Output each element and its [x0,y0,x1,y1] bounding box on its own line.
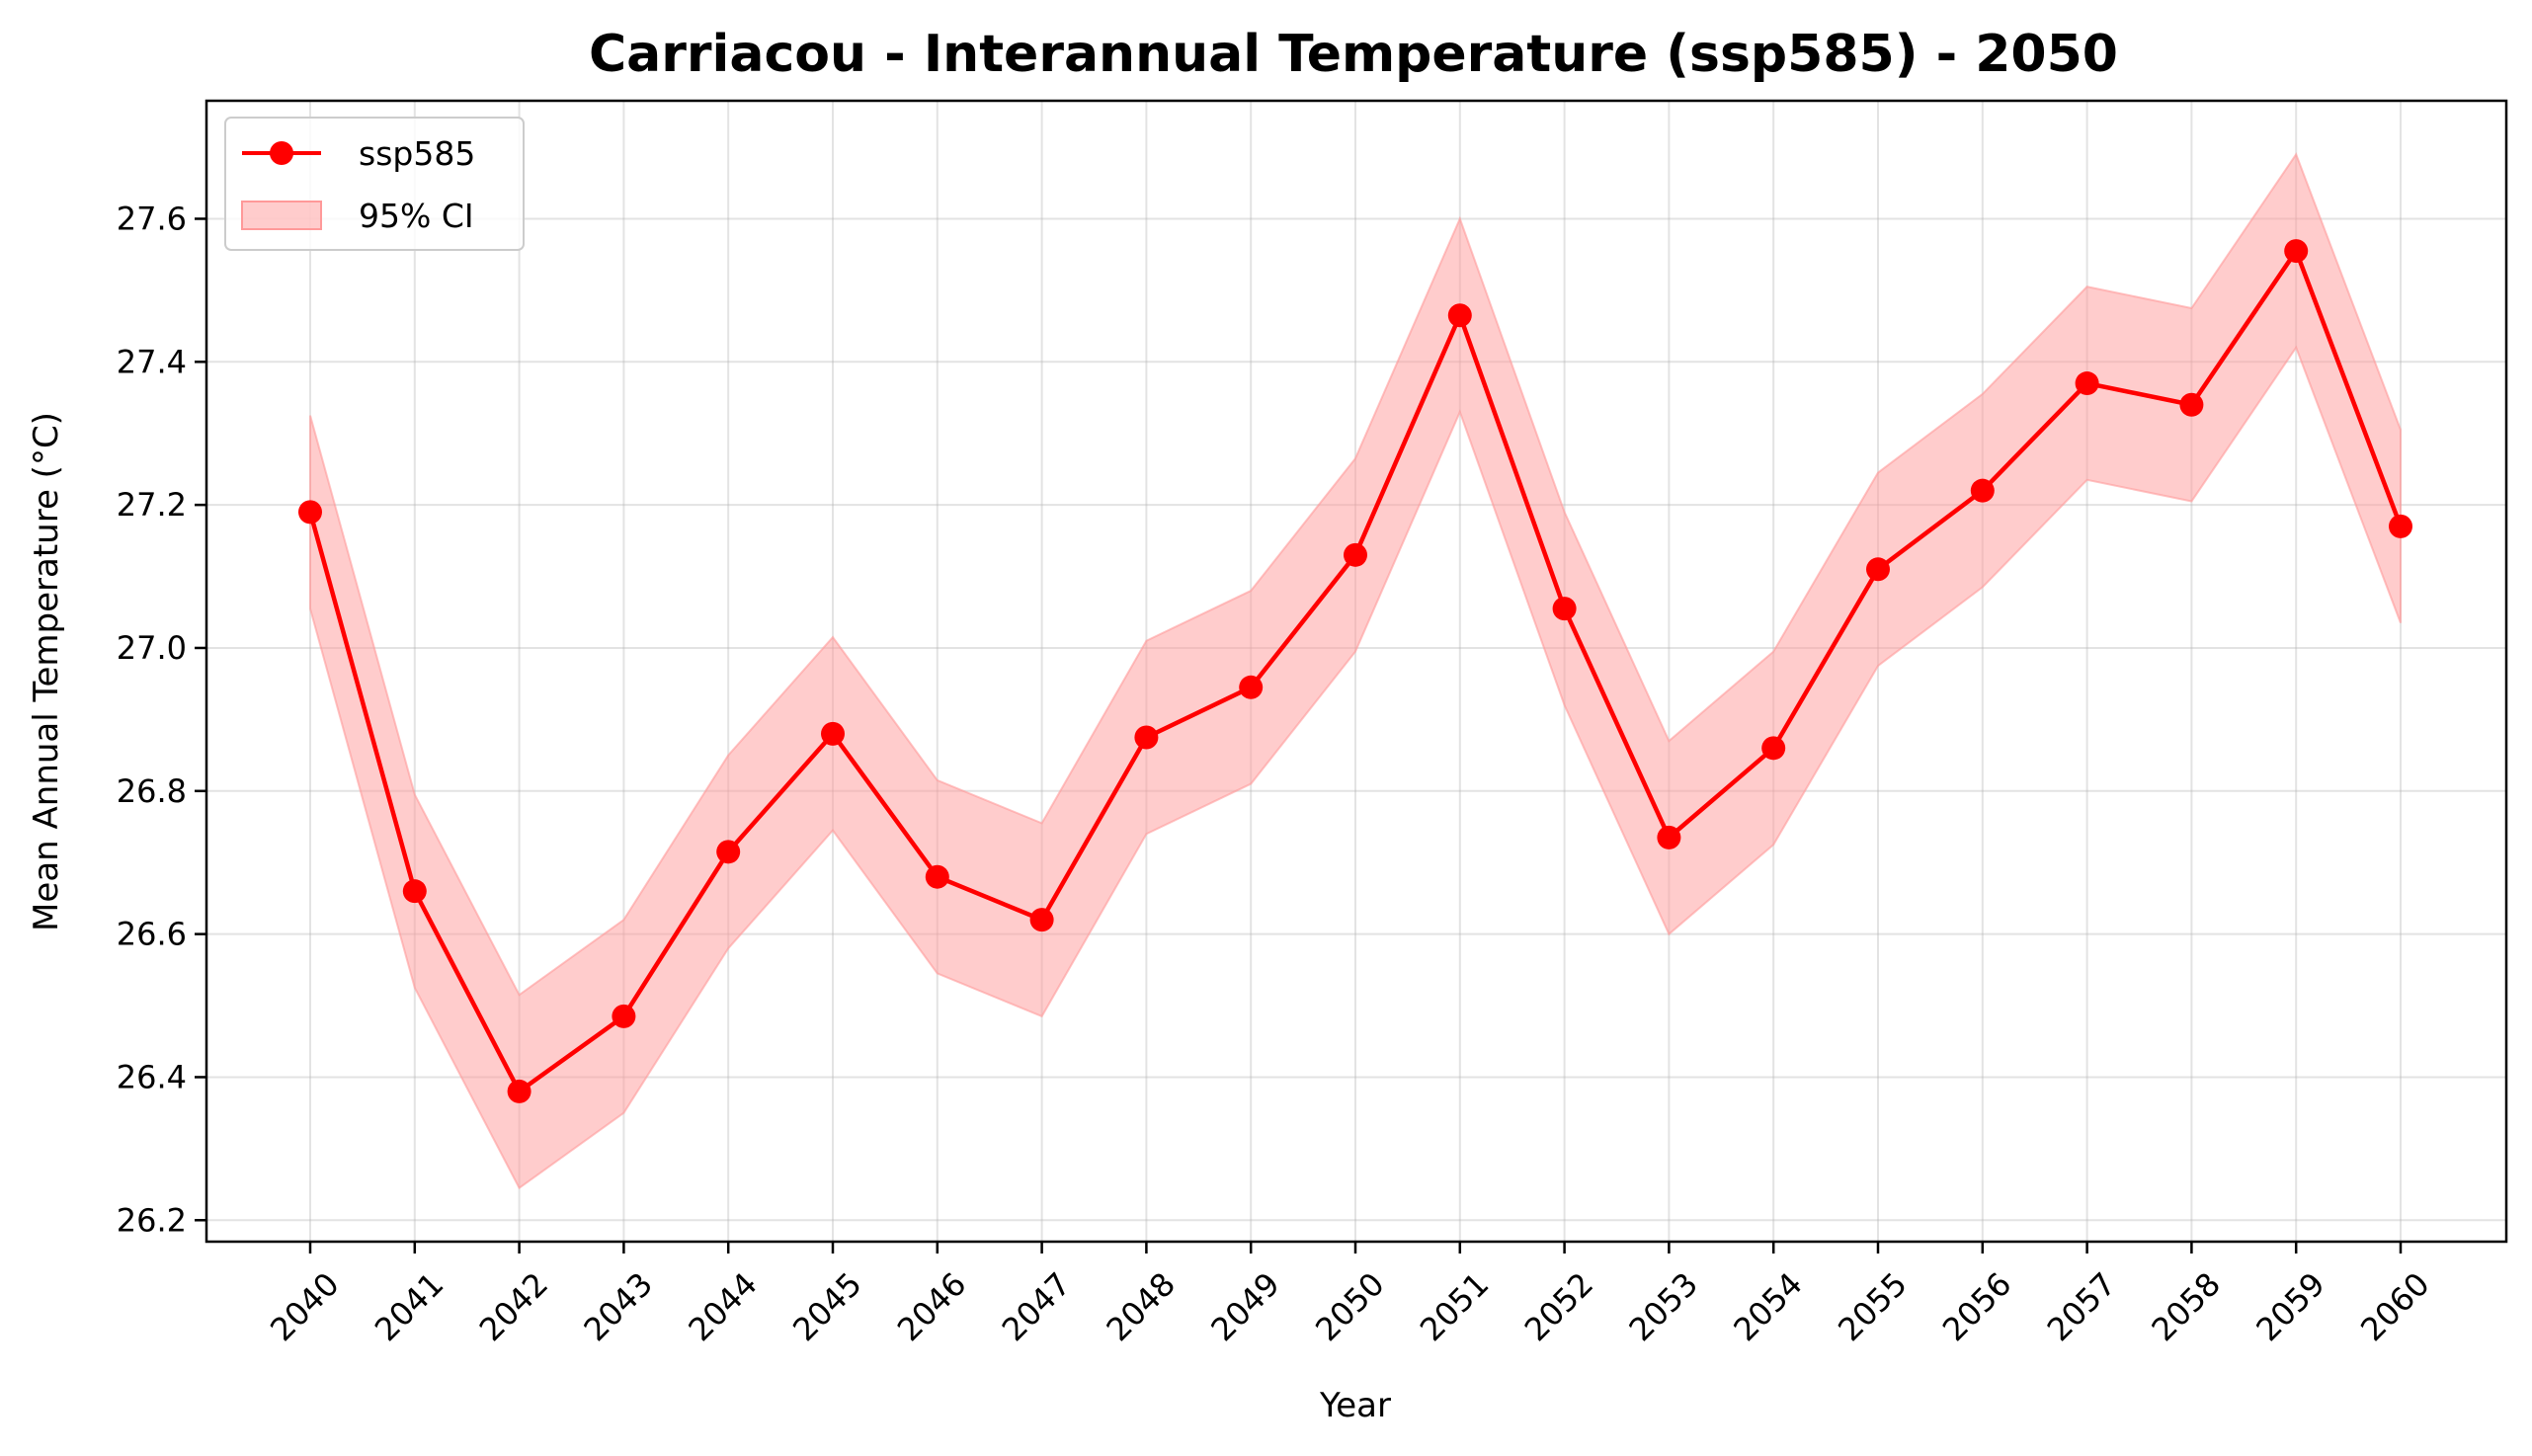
data-point-2048 [1134,725,1159,750]
x-tick-label-2044: 2044 [681,1265,764,1348]
data-point-2057 [2075,371,2099,396]
data-point-2050 [1344,542,1367,567]
y-axis-ticks: 26.2 26.4 26.6 26.8 27.0 27.2 27.4 27.6 [117,200,206,1239]
x-tick-label-2057: 2057 [2040,1265,2123,1348]
legend: ssp585 95% CI [224,117,525,251]
data-point-2043 [612,1004,636,1028]
data-point-2041 [402,879,427,904]
legend-ci-swatch [241,201,322,230]
data-point-2040 [298,500,322,525]
y-tick-label-26.6: 26.6 [117,916,187,953]
data-point-2051 [1447,303,1472,328]
x-tick-label-2048: 2048 [1100,1265,1183,1348]
data-point-2042 [507,1079,531,1103]
data-point-2059 [2284,239,2309,264]
x-tick-label-2060: 2060 [2353,1265,2436,1348]
y-tick-label-26.8: 26.8 [117,772,187,810]
x-tick-label-2056: 2056 [1935,1265,2018,1348]
x-tick-label-2042: 2042 [472,1265,555,1348]
x-tick-label-2043: 2043 [577,1265,660,1348]
data-point-2049 [1239,675,1264,699]
y-tick-label-27.0: 27.0 [117,629,187,667]
x-tick-label-2049: 2049 [1203,1265,1286,1348]
legend-label-ci: 95% CI [359,197,474,235]
chart-title: Carriacou - Interannual Temperature (ssp… [589,25,2118,84]
x-tick-label-2054: 2054 [1726,1265,1809,1348]
data-point-2046 [925,864,949,889]
x-tick-label-2046: 2046 [890,1265,973,1348]
x-tick-label-2059: 2059 [2248,1265,2331,1348]
x-axis-ticks: 2040 2041 2042 2043 2044 2045 2046 2047 2048 2049… [263,1242,2437,1348]
x-tick-label-2045: 2045 [785,1265,868,1348]
data-point-2055 [1866,557,1890,582]
data-point-2053 [1657,825,1681,849]
legend-marker-swatch [270,141,293,165]
data-point-2052 [1552,597,1577,621]
data-point-2045 [821,721,845,746]
y-axis-label: Mean Annual Temperature (°C) [27,412,66,931]
x-tick-label-2055: 2055 [1831,1265,1914,1348]
x-tick-label-2040: 2040 [263,1265,346,1348]
y-tick-label-26.4: 26.4 [117,1058,187,1095]
y-tick-label-27.2: 27.2 [117,486,187,524]
series-group [298,239,2412,1103]
data-point-2047 [1029,908,1054,932]
y-tick-label-27.4: 27.4 [117,343,187,380]
x-tick-label-2050: 2050 [1308,1265,1391,1348]
x-axis-label: Year [1319,1386,1391,1425]
data-point-2056 [1970,478,1995,503]
x-tick-label-2041: 2041 [368,1265,450,1348]
data-point-2060 [2389,514,2412,538]
x-tick-label-2051: 2051 [1413,1265,1496,1348]
legend-label-ssp585: ssp585 [359,134,475,173]
data-point-2058 [2179,392,2204,417]
y-tick-label-26.2: 26.2 [117,1201,187,1239]
x-tick-label-2058: 2058 [2145,1265,2228,1348]
x-tick-label-2047: 2047 [995,1265,1078,1348]
y-tick-label-27.6: 27.6 [117,200,187,237]
x-tick-label-2053: 2053 [1622,1265,1705,1348]
x-tick-label-2052: 2052 [1517,1265,1600,1348]
data-point-2044 [716,840,741,864]
data-point-2054 [1761,736,1786,761]
